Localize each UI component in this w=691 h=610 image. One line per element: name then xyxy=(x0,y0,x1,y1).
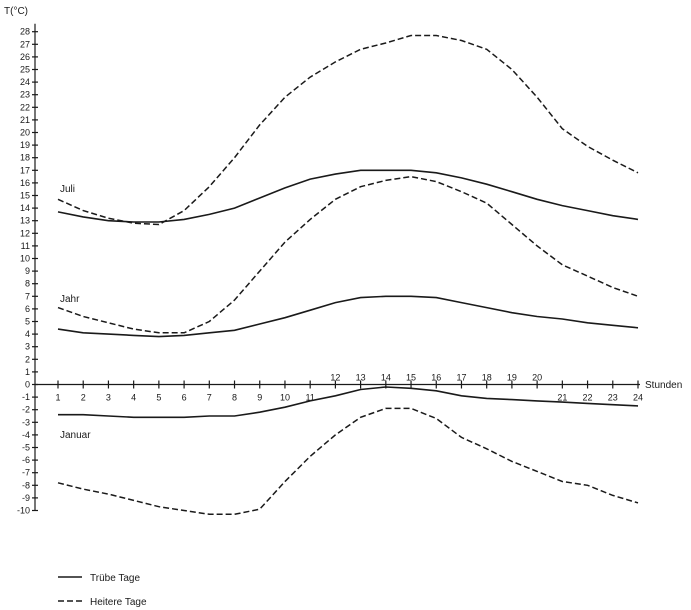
y-tick-label: -5 xyxy=(22,443,30,453)
y-tick-label: 22 xyxy=(20,102,30,112)
series-jahr-dashed xyxy=(57,175,639,334)
y-tick-label: -8 xyxy=(22,480,30,490)
x-axis-title: Stunden xyxy=(645,380,682,391)
y-tick-label: 14 xyxy=(20,203,30,213)
x-tick-label: 1 xyxy=(55,393,60,403)
y-tick-label: 15 xyxy=(20,191,30,201)
group-labels: Juli Jahr Januar xyxy=(60,184,91,441)
y-tick-label: 17 xyxy=(20,165,30,175)
y-tick-label: 9 xyxy=(25,266,30,276)
x-tick-label: 15 xyxy=(406,373,416,383)
x-tick-label: 10 xyxy=(280,393,290,403)
y-tick-label: 16 xyxy=(20,178,30,188)
y-tick-label: 0 xyxy=(25,380,30,390)
group-label-jahr: Jahr xyxy=(60,294,80,305)
y-tick-label: 19 xyxy=(20,140,30,150)
y-tick-label: 25 xyxy=(20,65,30,75)
y-axis-title: T(°C) xyxy=(4,6,28,17)
series-juli-dashed xyxy=(57,34,639,226)
y-tick-label: 28 xyxy=(20,27,30,37)
x-tick-label: 7 xyxy=(207,393,212,403)
x-tick-label: 22 xyxy=(583,393,593,403)
series-januar-dashed xyxy=(57,407,639,516)
x-tick-label: 12 xyxy=(330,373,340,383)
x-tick-label: 16 xyxy=(431,373,441,383)
group-label-januar: Januar xyxy=(60,430,91,441)
series-juli-solid xyxy=(57,169,639,223)
legend-label-solid: Trübe Tage xyxy=(90,573,140,584)
y-tick-label: 18 xyxy=(20,153,30,163)
x-tick-label: 5 xyxy=(156,393,161,403)
x-tick-label: 24 xyxy=(633,393,643,403)
y-tick-label: 20 xyxy=(20,128,30,138)
y-tick-label: 1 xyxy=(25,367,30,377)
y-tick-label: 12 xyxy=(20,228,30,238)
x-tick-label: 13 xyxy=(356,373,366,383)
x-tick-label: 20 xyxy=(532,373,542,383)
y-tick-label: -6 xyxy=(22,455,30,465)
x-tick-label: 21 xyxy=(557,393,567,403)
legend: Trübe Tage Heitere Tage xyxy=(58,573,147,608)
y-tick-label: 6 xyxy=(25,304,30,314)
y-tick-label: -2 xyxy=(22,405,30,415)
y-tick-label: 7 xyxy=(25,291,30,301)
y-tick-label: 4 xyxy=(25,329,30,339)
x-tick-label: 11 xyxy=(306,393,315,403)
y-tick-label: -1 xyxy=(22,392,30,402)
y-tick-label: 26 xyxy=(20,52,30,62)
y-tick-label: 27 xyxy=(20,39,30,49)
x-tick-label: 19 xyxy=(507,373,517,383)
x-tick-label: 2 xyxy=(81,393,86,403)
y-tick-label: 3 xyxy=(25,342,30,352)
y-tick-label: 10 xyxy=(20,254,30,264)
x-tick-label: 9 xyxy=(257,393,262,403)
group-label-juli: Juli xyxy=(60,184,75,195)
y-tick-label: 13 xyxy=(20,216,30,226)
x-tick-label: 23 xyxy=(608,393,618,403)
series-januar-solid xyxy=(58,386,639,419)
y-tick-label: -3 xyxy=(22,417,30,427)
y-ticks: -10-9-8-7-6-5-4-3-2-10123456789101112131… xyxy=(17,27,38,516)
axes xyxy=(34,23,640,511)
x-tick-label: 17 xyxy=(456,373,466,383)
y-tick-label: 24 xyxy=(20,77,30,87)
y-tick-label: 8 xyxy=(25,279,30,289)
y-tick-label: 23 xyxy=(20,90,30,100)
y-tick-label: -7 xyxy=(22,468,30,478)
x-tick-label: 8 xyxy=(232,393,237,403)
y-tick-label: 21 xyxy=(20,115,30,125)
y-tick-label: -4 xyxy=(22,430,30,440)
series-jahr-solid xyxy=(57,295,639,338)
y-tick-label: -10 xyxy=(17,506,30,516)
plot-area xyxy=(57,34,639,516)
x-tick-label: 14 xyxy=(381,373,391,383)
x-tick-label: 4 xyxy=(131,393,136,403)
x-tick-label: 6 xyxy=(182,393,187,403)
y-tick-label: -9 xyxy=(22,493,30,503)
legend-label-dashed: Heitere Tage xyxy=(90,597,147,608)
x-tick-label: 3 xyxy=(106,393,111,403)
x-tick-label: 18 xyxy=(482,373,492,383)
y-tick-label: 2 xyxy=(25,354,30,364)
y-tick-label: 5 xyxy=(25,317,30,327)
y-tick-label: 11 xyxy=(21,241,30,251)
